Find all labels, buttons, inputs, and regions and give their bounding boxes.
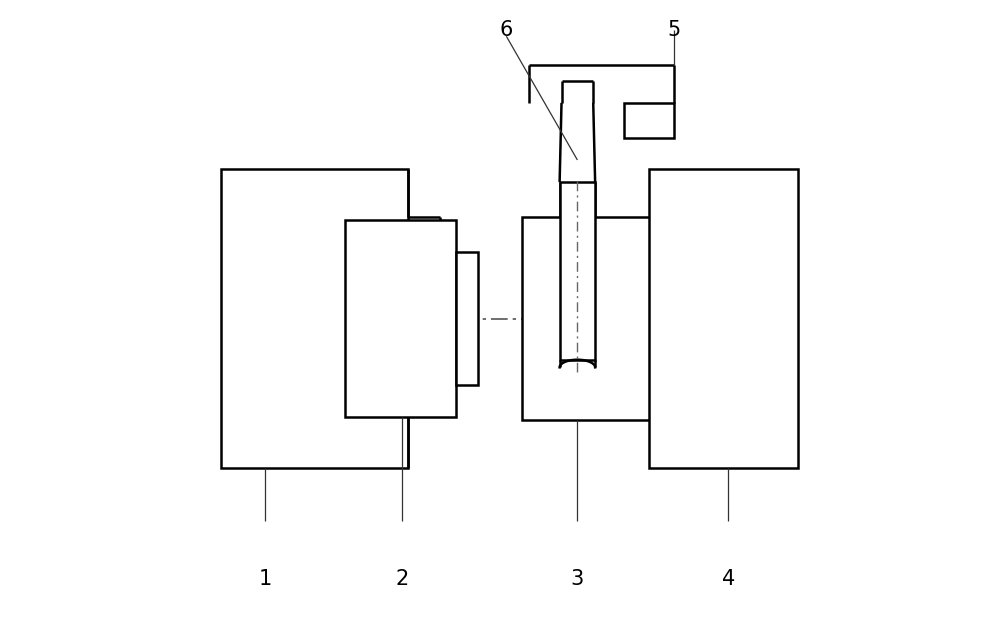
Text: 6: 6 bbox=[500, 20, 513, 40]
Text: 1: 1 bbox=[259, 569, 272, 589]
Bar bbox=[560, 182, 595, 360]
Bar bbox=[649, 169, 798, 468]
Bar bbox=[522, 217, 678, 420]
Bar bbox=[221, 169, 408, 468]
Text: 2: 2 bbox=[395, 569, 408, 589]
Bar bbox=[456, 252, 478, 385]
Bar bbox=[345, 220, 456, 417]
Text: 5: 5 bbox=[668, 20, 681, 40]
Bar bbox=[624, 103, 674, 138]
Text: 4: 4 bbox=[722, 569, 735, 589]
Text: 3: 3 bbox=[571, 569, 584, 589]
